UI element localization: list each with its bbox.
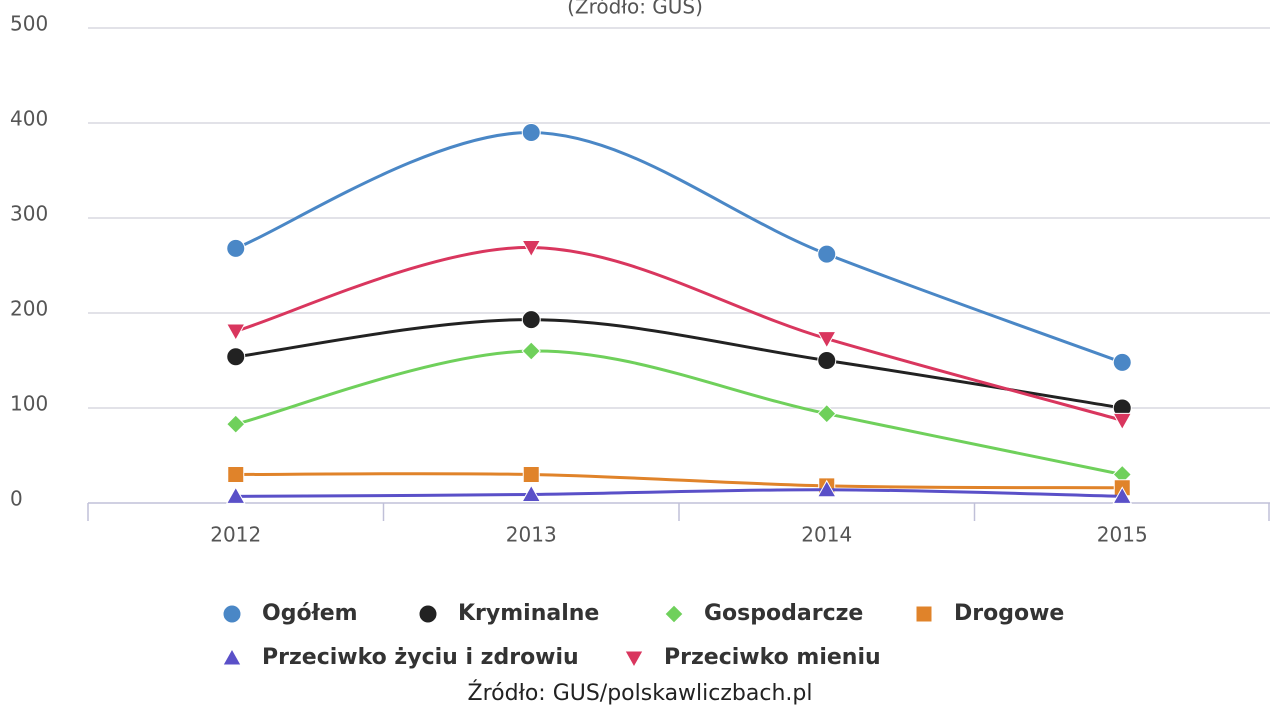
- y-tick-label: 0: [10, 487, 23, 511]
- marker: [816, 479, 837, 498]
- marker: [521, 484, 542, 502]
- marker: [624, 650, 644, 669]
- marker: [1112, 412, 1133, 431]
- caption: Źródło: GUS/polskawliczbach.pl: [468, 680, 813, 706]
- legend-item: Gospodarcze: [704, 601, 863, 626]
- legend-item: Drogowe: [954, 601, 1064, 626]
- marker: [817, 244, 837, 264]
- marker: [1112, 352, 1132, 372]
- legend-label: Gospodarcze: [704, 601, 863, 626]
- marker: [521, 341, 541, 361]
- x-tick-label: 2015: [1097, 523, 1148, 547]
- marker: [227, 466, 245, 483]
- series: [235, 318, 1123, 410]
- marker: [817, 403, 837, 424]
- series-line: [235, 318, 1123, 410]
- legend-item: Przeciwko mieniu: [664, 645, 881, 670]
- y-tick-label: 200: [10, 297, 48, 321]
- x-tick-label: 2012: [210, 523, 261, 547]
- legend-item: Przeciwko życiu i zdrowiu: [262, 645, 579, 670]
- marker: [226, 414, 246, 434]
- series-line: [235, 472, 1123, 490]
- series: [235, 472, 1123, 490]
- y-tick-label: 100: [10, 392, 48, 416]
- marker: [664, 604, 684, 624]
- series-line: [235, 488, 1123, 498]
- x-tick-label: 2014: [801, 523, 852, 547]
- series: [235, 245, 1123, 422]
- marker: [225, 323, 246, 342]
- y-tick-label: 400: [10, 107, 48, 131]
- chart-subtitle: (Źródło: GUS): [567, 0, 703, 19]
- series: [235, 130, 1123, 364]
- marker: [816, 331, 837, 349]
- series: [235, 488, 1123, 498]
- marker: [222, 604, 242, 624]
- legend-item: Kryminalne: [458, 601, 599, 626]
- marker: [226, 238, 246, 258]
- legend-label: Przeciwko życiu i zdrowiu: [262, 645, 579, 670]
- y-tick-label: 300: [10, 202, 48, 226]
- legend-label: Ogółem: [262, 601, 358, 626]
- marker: [1112, 486, 1133, 504]
- marker: [521, 123, 541, 142]
- series: [235, 349, 1123, 476]
- marker: [222, 647, 242, 666]
- marker: [226, 347, 246, 367]
- marker: [225, 486, 246, 504]
- legend-label: Kryminalne: [458, 601, 599, 626]
- series-line: [235, 349, 1123, 476]
- marker: [521, 310, 541, 330]
- marker: [915, 605, 933, 623]
- marker: [418, 604, 438, 624]
- marker: [521, 239, 542, 258]
- legend-label: Przeciwko mieniu: [664, 645, 881, 670]
- legend-label: Drogowe: [954, 601, 1064, 626]
- legend-item: Ogółem: [262, 601, 358, 626]
- marker: [817, 351, 837, 370]
- series-line: [235, 130, 1123, 364]
- marker: [522, 466, 540, 483]
- x-tick-label: 2013: [506, 523, 557, 547]
- series-line: [235, 245, 1123, 422]
- y-tick-label: 500: [10, 12, 48, 36]
